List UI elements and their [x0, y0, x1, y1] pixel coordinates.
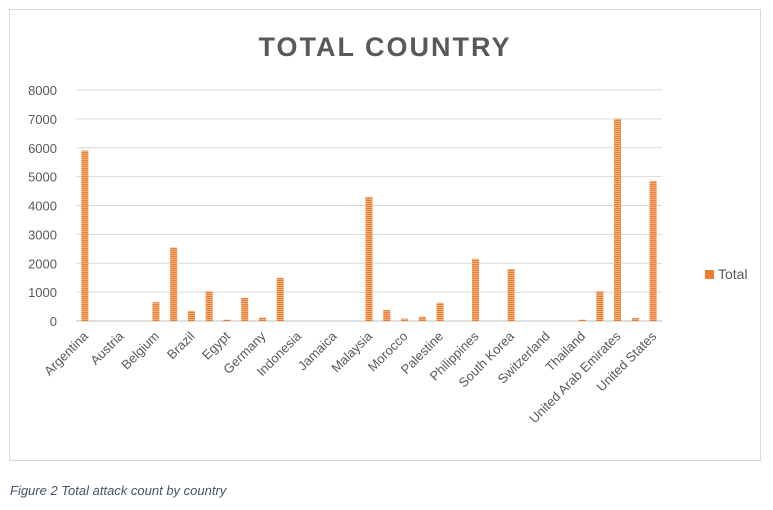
y-tick-label: 4000 — [28, 199, 57, 214]
bar — [472, 258, 480, 321]
chart-title: TOTAL COUNTRY — [259, 32, 512, 62]
bar-chart: TOTAL COUNTRY 0 1000 2000 3000 4000 5000 6000 7… — [28, 32, 662, 426]
bar — [401, 318, 409, 321]
bar — [170, 247, 178, 321]
figure-caption: Figure 2 Total attack count by country — [10, 483, 227, 498]
y-tick-label: 1000 — [28, 285, 57, 300]
x-tick-label: Belgium — [118, 329, 162, 373]
y-tick-label: 3000 — [28, 227, 57, 242]
bar — [507, 269, 515, 321]
bar — [81, 150, 89, 321]
bar — [365, 196, 373, 321]
bar — [436, 302, 444, 321]
y-tick-label: 6000 — [28, 141, 57, 156]
y-tick-label: 5000 — [28, 170, 57, 185]
bar — [205, 291, 213, 321]
legend: Total — [705, 266, 748, 282]
y-tick-label: 7000 — [28, 112, 57, 127]
bar — [258, 317, 266, 321]
bar — [223, 319, 231, 321]
bar — [578, 319, 586, 321]
y-tick-label: 0 — [50, 314, 57, 329]
bar — [187, 310, 195, 321]
bar — [631, 318, 639, 321]
bar — [241, 297, 249, 321]
y-tick-label: 8000 — [28, 83, 57, 98]
legend-swatch — [705, 269, 714, 279]
bar — [649, 180, 657, 321]
bar — [152, 302, 160, 321]
y-tick-label: 2000 — [28, 256, 57, 271]
bar — [383, 310, 391, 321]
x-tick-label: Brazil — [164, 328, 198, 362]
bar — [614, 118, 622, 321]
bar — [276, 277, 284, 321]
legend-label: Total — [718, 266, 748, 282]
bar — [418, 316, 426, 321]
x-tick-label: Argentina — [41, 328, 92, 379]
chart-area: TOTAL COUNTRY 0 1000 2000 3000 4000 5000 6000 7… — [9, 9, 761, 461]
bar — [596, 291, 604, 321]
